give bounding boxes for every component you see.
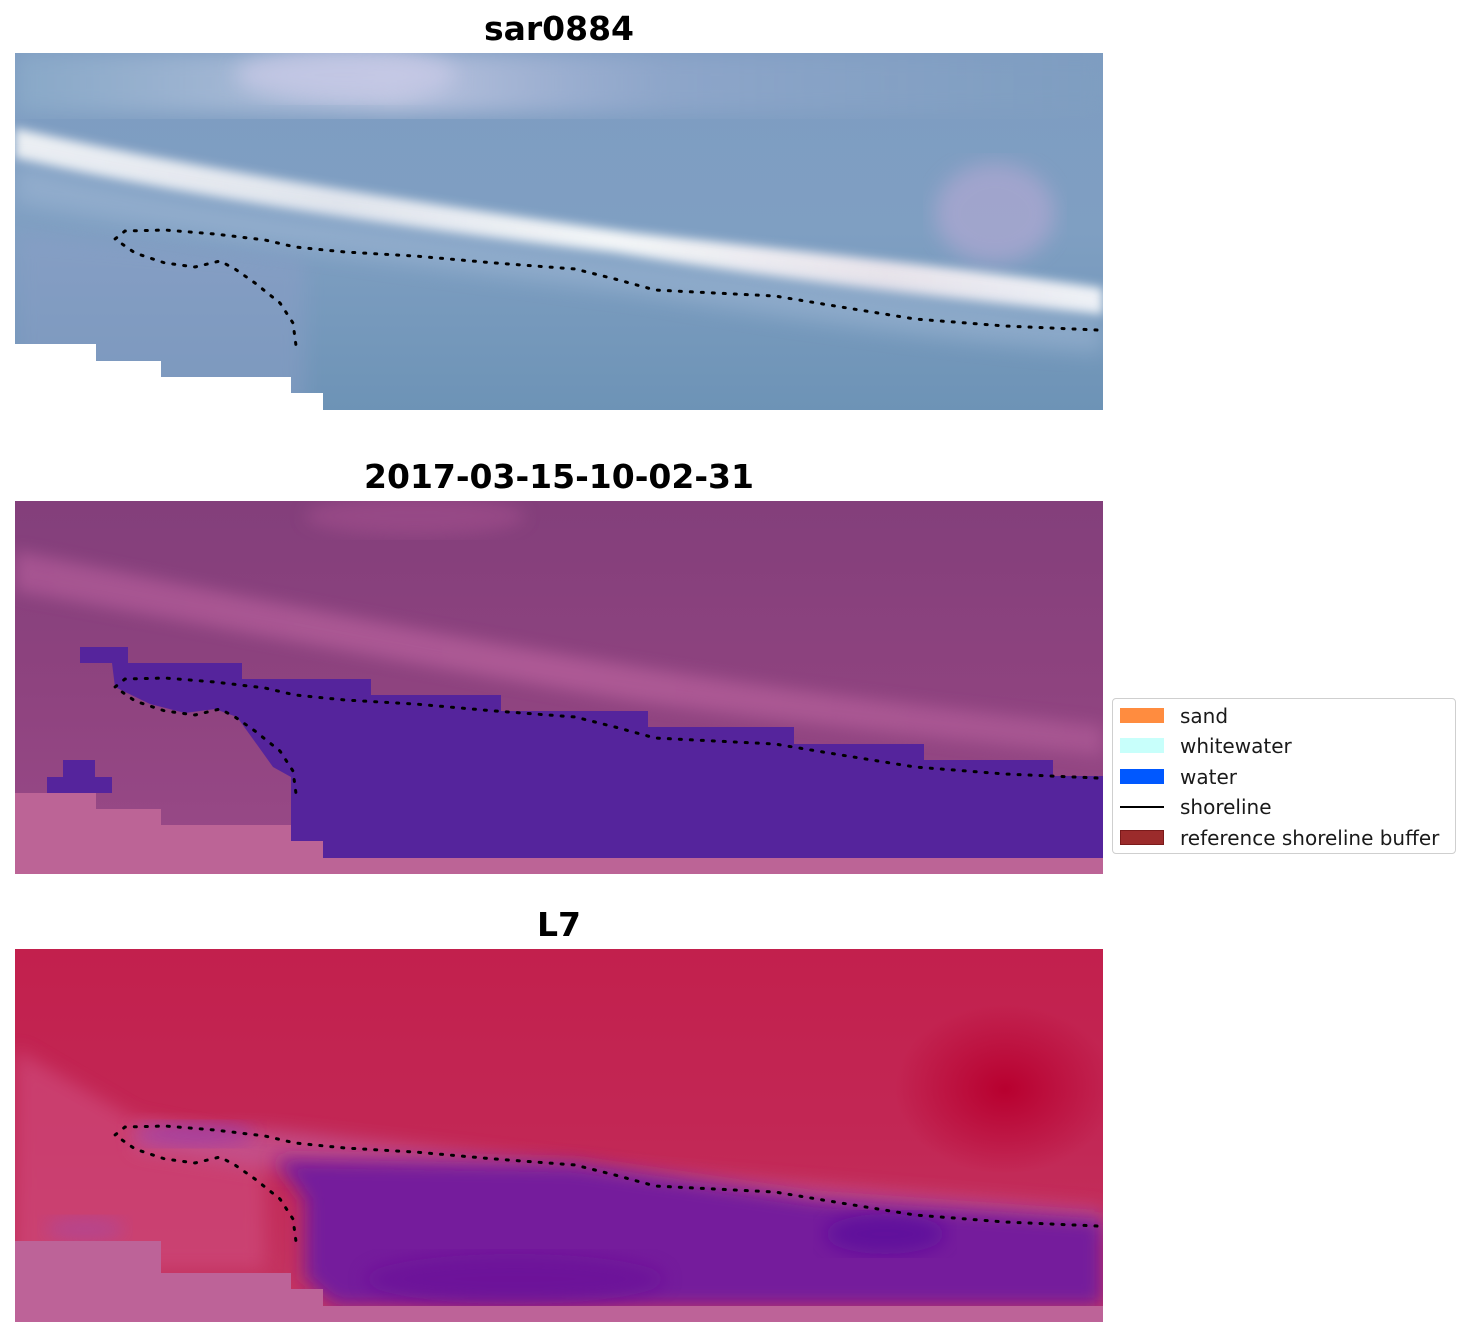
whitewater-swatch [1120,738,1164,754]
false-color-image [15,949,1103,1322]
rgb-image-panel [15,53,1103,410]
legend-label: shoreline [1180,795,1272,820]
classification-image [15,501,1103,874]
water-mask [80,647,1103,858]
legend-item-shoreline: shoreline [1113,796,1455,826]
false-color-panel [15,949,1103,1322]
shoreline-trace [112,1124,1099,1251]
water-swatch [1120,768,1164,784]
shoreline-line-swatch [1120,806,1164,809]
legend: sand whitewater water shoreline referenc… [1112,698,1456,854]
panel-title-classification: 2017-03-15-10-02-31 [364,457,754,496]
panel-title-false-color: L7 [537,905,581,944]
shoreline-trace [112,676,1099,803]
rgb-image [15,53,1103,410]
reference-buffer-swatch [1120,829,1164,845]
legend-item-reference-buffer: reference shoreline buffer [1113,827,1455,857]
shoreline-trace [112,228,1099,355]
sand-swatch [1120,708,1164,723]
legend-label: water [1180,764,1237,789]
legend-label: reference shoreline buffer [1180,825,1440,850]
legend-label: sand [1180,704,1229,728]
panel-title-rgb: sar0884 [483,9,635,48]
legend-label: whitewater [1180,734,1292,759]
classification-panel [15,501,1103,874]
legend-item-whitewater: whitewater [1113,735,1455,765]
legend-item-water: water [1113,766,1455,796]
legend-item-sand: sand [1113,705,1455,735]
